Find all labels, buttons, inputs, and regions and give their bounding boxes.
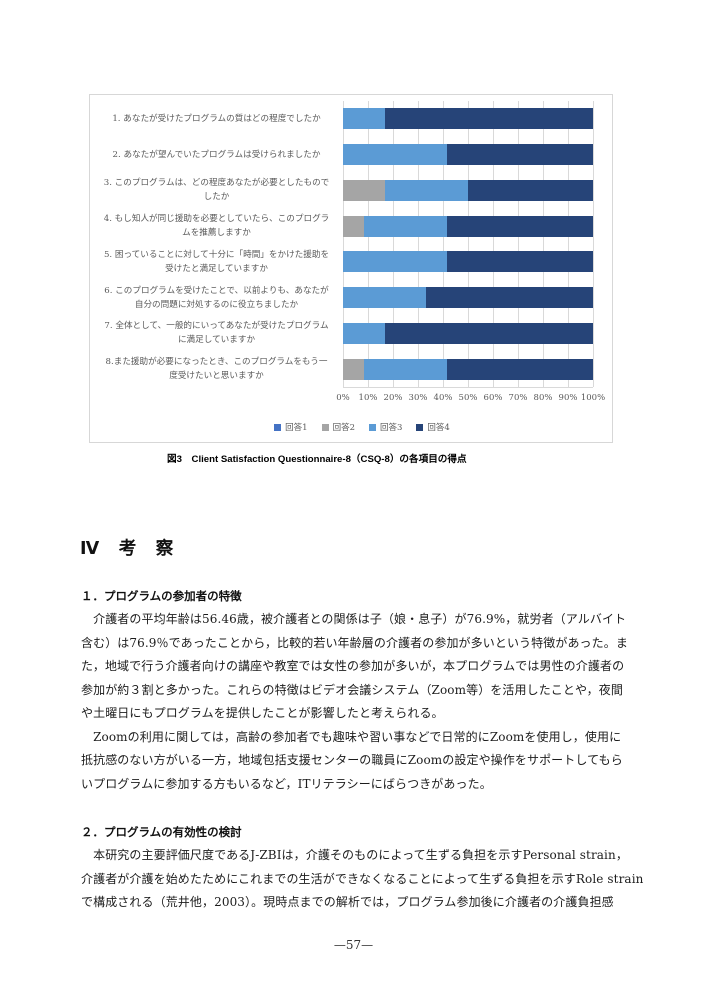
bar-segment-回答3	[384, 179, 468, 201]
body-sections: １．プログラムの参加者の特徴 介護者の平均年齢は56.46歳，被介護者との関係は…	[81, 586, 644, 915]
subsection-heading: １．プログラムの参加者の特徴	[81, 591, 242, 603]
gridline	[518, 101, 519, 387]
stacked-bar	[343, 358, 593, 380]
gridline	[418, 101, 419, 387]
chart-category-label: 1. あなたが受けたプログラムの質はどの程度でしたか	[112, 113, 321, 124]
stacked-bar	[343, 322, 593, 344]
chart-category-label: 6. このプログラムを受けたことで、以前よりも、あなたが 自分の問題に対処するの…	[104, 285, 329, 310]
legend-item: 回答4	[416, 421, 450, 433]
gridline	[593, 101, 594, 387]
x-axis-tick-label: 100%	[580, 393, 606, 403]
body-text-line: や土曜日にもプログラムを提供したことが影響したと考えられる。	[81, 706, 444, 720]
body-section: ２．プログラムの有効性の検討 本研究の主要評価尺度であるJ-ZBIは，介護そのも…	[81, 822, 644, 915]
legend-item: 回答2	[321, 421, 355, 433]
x-axis-tick-labels: 0% 10% 20% 30% 40% 50% 60% 70% 80% 90% 100%	[336, 393, 605, 407]
legend-item: 回答1	[274, 421, 308, 433]
legend-swatch-icon	[321, 423, 329, 431]
legend-label: 回答3	[380, 423, 403, 433]
bar-segment-回答4	[447, 358, 593, 380]
gridline	[543, 101, 544, 387]
chart-category-labels: 1. あなたが受けたプログラムの質はどの程度でしたか 2. あなたが望んでいたプロ…	[94, 101, 339, 387]
stacked-bar	[343, 179, 593, 201]
x-axis-tick-label: 70%	[508, 393, 528, 403]
bar-segment-回答3	[343, 251, 448, 273]
legend-label: 回答2	[332, 423, 355, 433]
gridline	[393, 101, 394, 387]
body-text-line: 抵抗感のない方がいる一方，地域包括支援センターの職員にZoomの設定や操作をサポ…	[81, 753, 623, 767]
x-axis-tick-label: 60%	[483, 393, 503, 403]
x-axis-tick-label: 90%	[558, 393, 578, 403]
stacked-bar	[343, 144, 593, 166]
bar-segment-回答3	[343, 144, 448, 166]
x-axis-tick-label: 40%	[433, 393, 453, 403]
bar-segment-回答4	[384, 322, 593, 344]
body-text-line: いプログラムに参加する方もいるなど，ITリテラシーにばらつきがあった。	[81, 776, 492, 791]
chart-plot-area	[343, 101, 594, 388]
page-number: —57—	[333, 938, 374, 952]
x-axis-tick-label: 50%	[458, 393, 478, 403]
legend-swatch-icon	[416, 423, 424, 431]
subsection-heading: ２．プログラムの有効性の検討	[81, 827, 242, 839]
legend-label: 回答4	[427, 423, 450, 433]
x-axis-tick-label: 30%	[408, 393, 428, 403]
body-text-line: 参加が約３割と多かった。これらの特徴はビデオ会議システム（Zoom等）を活用した…	[81, 682, 623, 697]
legend-item: 回答3	[369, 421, 402, 433]
body-text-line: 含む）は76.9％であったことから，比較的若い年齢層の介護者の参加が多いという特…	[81, 635, 628, 650]
body-text-line: 本研究の主要評価尺度であるJ-ZBIは，介護そのものによって生ずる負担を示すPe…	[81, 848, 628, 862]
bar-segment-回答4	[447, 144, 593, 166]
legend-swatch-icon	[369, 423, 376, 431]
bar-segment-回答2	[343, 179, 385, 201]
stacked-bar	[343, 287, 593, 309]
gridline	[343, 101, 344, 387]
x-axis-tick-label: 0%	[336, 393, 350, 403]
body-text-line: で構成される（荒井他，2003）。現時点までの解析では，プログラム参加後に介護者…	[81, 895, 614, 909]
bar-segment-回答2	[343, 215, 364, 237]
bar-segment-回答3	[343, 287, 427, 309]
gridline	[493, 101, 494, 387]
x-axis-tick-label: 10%	[358, 393, 378, 403]
chart-category-label: 2. あなたが望んでいたプログラムは受けられましたか	[112, 149, 321, 160]
bar-segment-回答4	[426, 287, 593, 309]
stacked-bar	[343, 215, 593, 237]
bar-segment-回答3	[363, 215, 447, 237]
bar-segment-回答4	[468, 179, 593, 201]
legend-swatch-icon	[274, 423, 282, 431]
gridline	[368, 101, 369, 387]
gridline	[568, 101, 569, 387]
section-heading-discussion: Ⅳ 考 察	[80, 538, 175, 558]
chart-category-label: 3. このプログラムは、どの程度あなたが必要としたもので したか	[103, 178, 330, 203]
chart-legend: 回答1 回答2 回答3 回答4	[101, 421, 623, 433]
figure-caption: 図3 Client Satisfaction Questionnaire-8（C…	[167, 454, 467, 465]
body-text-line: Zoomの利用に関しては，高齢の参加者でも趣味や習い事などで日常的にZoomを使…	[81, 729, 622, 744]
bar-segment-回答2	[343, 358, 364, 380]
gridline	[468, 101, 469, 387]
body-text-line: 介護者が介護を始めたためにこれまでの生活ができなくなることによって生ずる負担を示…	[81, 871, 644, 886]
stacked-bar	[343, 251, 593, 273]
x-axis-tick-label: 20%	[383, 393, 403, 403]
body-section: １．プログラムの参加者の特徴 介護者の平均年齢は56.46歳，被介護者との関係は…	[81, 586, 628, 796]
bar-segment-回答4	[384, 108, 593, 130]
gridline	[443, 101, 444, 387]
bar-segment-回答3	[343, 322, 385, 344]
bar-segment-回答3	[363, 358, 447, 380]
body-text-line: た，地域で行う介護者向けの講座や教室では女性の参加が多いが，本プログラムでは男性…	[81, 659, 625, 673]
chart-category-label: 7. 全体として、一般的にいってあなたが受けたプログラム に満足していますか	[104, 321, 329, 346]
bar-segment-回答4	[447, 251, 593, 273]
bar-segment-回答3	[343, 108, 385, 130]
bar-segment-回答4	[447, 215, 593, 237]
chart-category-label: 4. もし知人が同じ援助を必要としていたら、このプログラ ムを推薦しますか	[103, 214, 330, 239]
chart-category-label: 8.また援助が必要になったとき、このプログラムをもう一 度受けたいと思いますか	[105, 357, 328, 382]
stacked-bar	[343, 108, 593, 130]
chart-category-label: 5. 困っていることに対して十分に「時間」をかけた援助を 受けたと満足しています…	[103, 249, 330, 274]
legend-label: 回答1	[285, 423, 308, 433]
csq8-stacked-bar-chart: 1. あなたが受けたプログラムの質はどの程度でしたか 2. あなたが望んでいたプロ…	[89, 94, 613, 443]
x-axis-tick-label: 80%	[533, 393, 553, 403]
body-text-line: 介護者の平均年齢は56.46歳，被介護者との関係は子（娘・息子）が76.9%，就…	[81, 612, 627, 626]
